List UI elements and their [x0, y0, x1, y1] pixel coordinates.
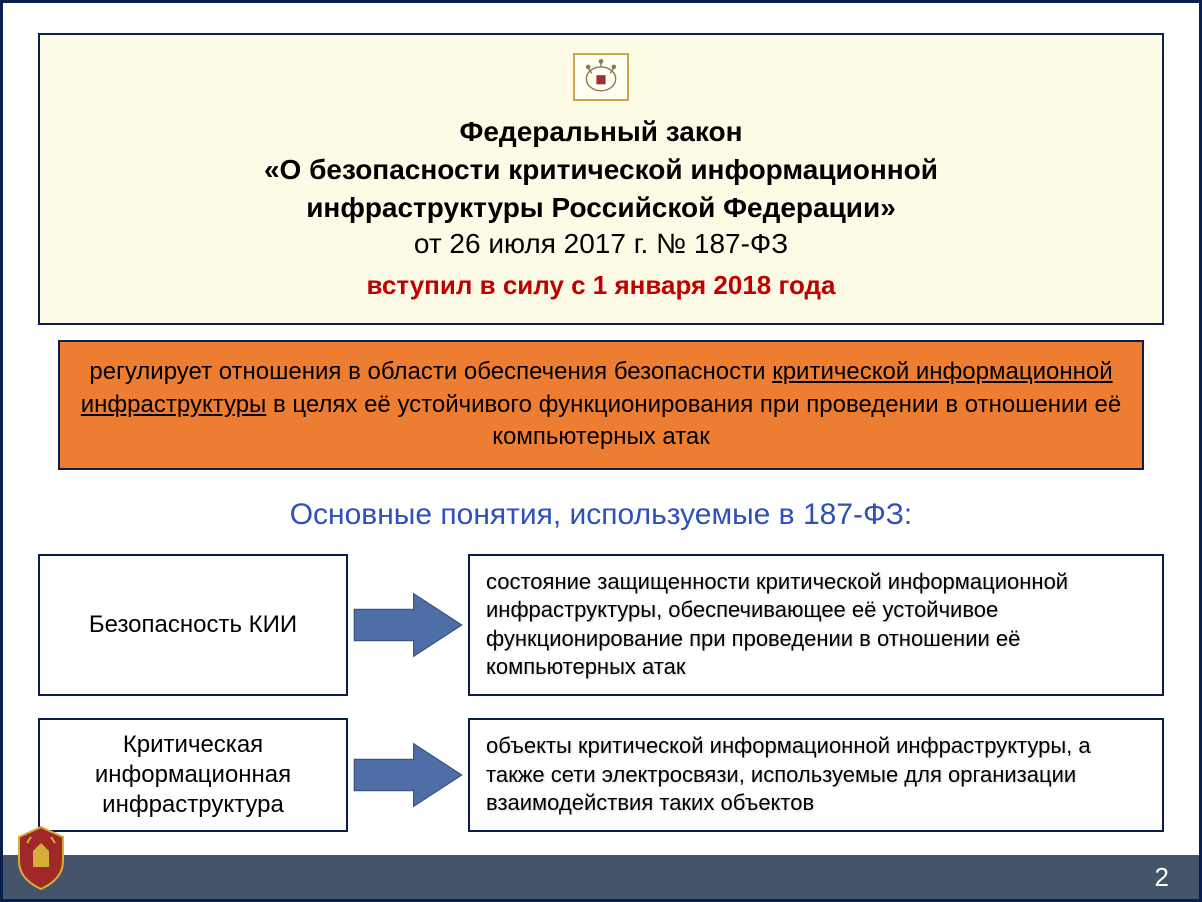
agency-shield-icon [13, 823, 69, 893]
law-effective-date: вступил в силу с 1 января 2018 года [80, 270, 1122, 301]
footer-bar: 2 [3, 855, 1199, 899]
arrow-right-icon [352, 590, 464, 660]
law-date-number: от 26 июля 2017 г. № 187-ФЗ [80, 228, 1122, 260]
law-title-line-2: «О безопасности критической информационн… [80, 151, 1122, 189]
concept-term-box: Критическая информационная инфраструктур… [38, 718, 348, 832]
page-number: 2 [1155, 862, 1169, 893]
state-emblem-icon [573, 53, 629, 101]
arrow-right-icon [352, 740, 464, 810]
law-title-line-3: инфраструктуры Российской Федерации» [80, 189, 1122, 227]
law-title-line-1: Федеральный закон [80, 113, 1122, 151]
concept-term-box: Безопасность КИИ [38, 554, 348, 696]
concept-row: Критическая информационная инфраструктур… [38, 718, 1164, 832]
arrow-wrap [348, 554, 468, 696]
law-header-box: Федеральный закон «О безопасности критич… [38, 33, 1164, 325]
concepts-section-title: Основные понятия, используемые в 187-ФЗ: [3, 498, 1199, 532]
concept-row: Безопасность КИИ состояние защищенности … [38, 554, 1164, 696]
arrow-wrap [348, 718, 468, 832]
scope-text-pre: регулирует отношения в области обеспечен… [89, 358, 772, 385]
scope-text-post: в целях её устойчивого функционирования … [266, 391, 1121, 450]
law-scope-box: регулирует отношения в области обеспечен… [58, 340, 1144, 469]
concept-definition-box: состояние защищенности критической инфор… [468, 554, 1164, 696]
concept-definition-box: объекты критической информационной инфра… [468, 718, 1164, 832]
